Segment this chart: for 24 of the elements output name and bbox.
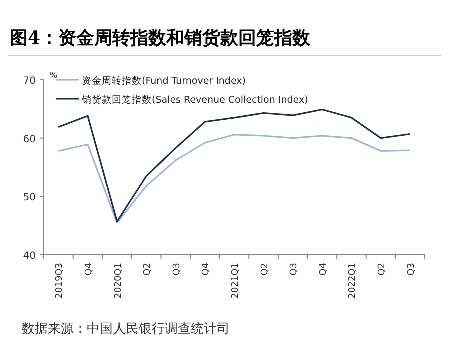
y-tick-label: 70 [23, 76, 36, 87]
x-tick-label: 2022Q1 [348, 263, 358, 299]
source-note: 数据来源：中国人民银行调查统计司 [22, 322, 230, 337]
x-tick-label: Q3 [290, 263, 300, 276]
y-tick-label: 50 [23, 192, 36, 204]
x-tick-label: 2019Q3 [55, 263, 66, 299]
x-tick-label: Q2 [260, 263, 270, 276]
line-series [58, 134, 412, 224]
legend-label: 销货款回笼指数(Sales Revenue Collection Index) [81, 94, 308, 106]
legend-label: 资金周转指数(Fund Turnover Index) [82, 75, 246, 87]
y-axis-title: % [50, 71, 58, 80]
x-tick-label: Q3 [406, 263, 417, 276]
x-tick-label: Q3 [172, 263, 182, 276]
x-tick-label: Q4 [84, 262, 94, 276]
x-tick-label: Q4 [318, 262, 329, 276]
line-series [58, 108, 412, 223]
x-tick-label: Q4 [202, 262, 212, 276]
y-tick-label: 40 [23, 251, 36, 262]
y-tick-label: 60 [23, 134, 36, 146]
x-tick-label: 2021Q1 [231, 263, 241, 299]
x-tick-label: 2020Q1 [114, 263, 124, 299]
x-tick-label: Q2 [143, 263, 154, 276]
chart-title: 图4：资金周转指数和销货款回笼指数 [10, 28, 312, 49]
x-tick-label: Q2 [378, 263, 388, 276]
